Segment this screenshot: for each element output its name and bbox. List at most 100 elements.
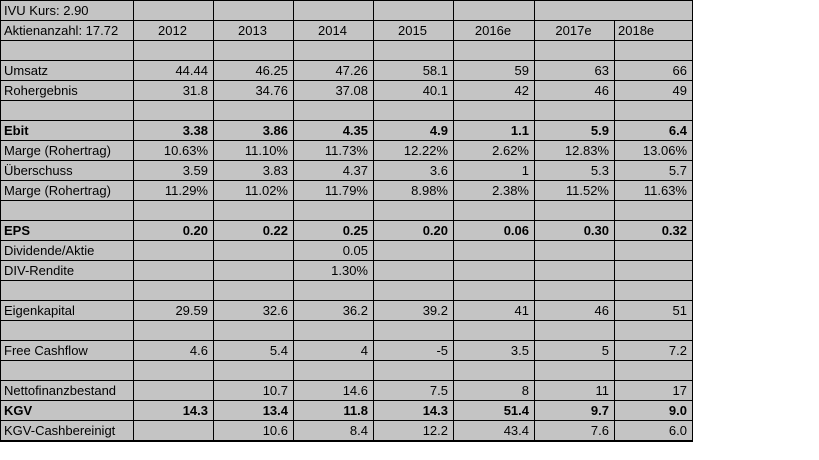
value-cell[interactable]: 31.8: [133, 80, 214, 101]
value-cell[interactable]: [133, 240, 214, 261]
value-cell[interactable]: 14.6: [293, 380, 374, 401]
value-cell[interactable]: 51: [614, 300, 693, 321]
value-cell[interactable]: [453, 280, 535, 301]
value-cell[interactable]: 4.37: [293, 160, 374, 181]
value-cell[interactable]: [213, 240, 294, 261]
value-cell[interactable]: 49: [614, 80, 693, 101]
value-cell[interactable]: [453, 100, 535, 121]
value-cell[interactable]: [133, 100, 214, 121]
column-header-2017e[interactable]: 2017e: [534, 20, 615, 41]
row-label-cell[interactable]: Marge (Rohertrag): [0, 180, 134, 201]
row-label-cell[interactable]: Nettofinanzbestand: [0, 380, 134, 401]
value-cell[interactable]: 11.29%: [133, 180, 214, 201]
row-label-cell[interactable]: Free Cashflow: [0, 340, 134, 361]
value-cell[interactable]: [213, 360, 294, 381]
value-cell[interactable]: 14.3: [373, 400, 454, 421]
value-cell[interactable]: 7.6: [534, 420, 615, 442]
value-cell[interactable]: 2.62%: [453, 140, 535, 161]
value-cell[interactable]: 3.6: [373, 160, 454, 181]
value-cell[interactable]: 1.30%: [293, 260, 374, 281]
value-cell[interactable]: [614, 240, 693, 261]
row-label-cell[interactable]: KGV-Cashbereinigt: [0, 420, 134, 442]
column-header-2015[interactable]: 2015: [373, 20, 454, 41]
row-label-cell[interactable]: [0, 360, 134, 381]
value-cell[interactable]: 10.6: [213, 420, 294, 442]
row-label-cell[interactable]: Umsatz: [0, 60, 134, 81]
column-header-2013[interactable]: 2013: [213, 20, 294, 41]
value-cell[interactable]: 11: [534, 380, 615, 401]
cell-ivu-kurs[interactable]: IVU Kurs: 2.90: [0, 0, 134, 21]
row-label-cell[interactable]: EPS: [0, 220, 134, 241]
cell-empty-merged[interactable]: [534, 0, 693, 21]
value-cell[interactable]: 3.83: [213, 160, 294, 181]
cell-empty[interactable]: [213, 0, 294, 21]
value-cell[interactable]: 4: [293, 340, 374, 361]
value-cell[interactable]: [293, 200, 374, 221]
value-cell[interactable]: 4.9: [373, 120, 454, 141]
value-cell[interactable]: [453, 40, 535, 61]
value-cell[interactable]: 4.35: [293, 120, 374, 141]
value-cell[interactable]: [133, 420, 214, 442]
value-cell[interactable]: 13.4: [213, 400, 294, 421]
value-cell[interactable]: 7.5: [373, 380, 454, 401]
column-header-2016e[interactable]: 2016e: [453, 20, 535, 41]
value-cell[interactable]: [293, 280, 374, 301]
value-cell[interactable]: 0.30: [534, 220, 615, 241]
value-cell[interactable]: [534, 260, 615, 281]
value-cell[interactable]: [614, 100, 693, 121]
value-cell[interactable]: [213, 280, 294, 301]
value-cell[interactable]: 11.10%: [213, 140, 294, 161]
value-cell[interactable]: 8: [453, 380, 535, 401]
column-header-2018e[interactable]: 2018e: [614, 20, 693, 41]
value-cell[interactable]: 0.32: [614, 220, 693, 241]
value-cell[interactable]: [534, 360, 615, 381]
row-label-cell[interactable]: [0, 40, 134, 61]
value-cell[interactable]: 6.4: [614, 120, 693, 141]
value-cell[interactable]: 5.4: [213, 340, 294, 361]
value-cell[interactable]: 46: [534, 80, 615, 101]
row-label-cell[interactable]: [0, 100, 134, 121]
value-cell[interactable]: 44.44: [133, 60, 214, 81]
value-cell[interactable]: 29.59: [133, 300, 214, 321]
value-cell[interactable]: 4.6: [133, 340, 214, 361]
value-cell[interactable]: [453, 320, 535, 341]
value-cell[interactable]: 0.20: [133, 220, 214, 241]
value-cell[interactable]: [213, 320, 294, 341]
value-cell[interactable]: [213, 200, 294, 221]
value-cell[interactable]: [373, 360, 454, 381]
value-cell[interactable]: [614, 280, 693, 301]
value-cell[interactable]: [133, 320, 214, 341]
value-cell[interactable]: 10.63%: [133, 140, 214, 161]
value-cell[interactable]: 36.2: [293, 300, 374, 321]
value-cell[interactable]: [213, 100, 294, 121]
value-cell[interactable]: -5: [373, 340, 454, 361]
value-cell[interactable]: 0.05: [293, 240, 374, 261]
value-cell[interactable]: 3.38: [133, 120, 214, 141]
value-cell[interactable]: [534, 200, 615, 221]
value-cell[interactable]: 39.2: [373, 300, 454, 321]
value-cell[interactable]: 8.98%: [373, 180, 454, 201]
row-label-cell[interactable]: Dividende/Aktie: [0, 240, 134, 261]
value-cell[interactable]: [373, 200, 454, 221]
value-cell[interactable]: 12.2: [373, 420, 454, 442]
value-cell[interactable]: [293, 100, 374, 121]
value-cell[interactable]: 42: [453, 80, 535, 101]
value-cell[interactable]: [373, 240, 454, 261]
value-cell[interactable]: 46: [534, 300, 615, 321]
value-cell[interactable]: 0.20: [373, 220, 454, 241]
value-cell[interactable]: [614, 260, 693, 281]
value-cell[interactable]: 3.59: [133, 160, 214, 181]
cell-empty[interactable]: [133, 0, 214, 21]
value-cell[interactable]: [534, 40, 615, 61]
value-cell[interactable]: [534, 240, 615, 261]
value-cell[interactable]: [293, 320, 374, 341]
value-cell[interactable]: 7.2: [614, 340, 693, 361]
value-cell[interactable]: [453, 360, 535, 381]
row-label-cell[interactable]: [0, 320, 134, 341]
cell-empty[interactable]: [293, 0, 374, 21]
value-cell[interactable]: 13.06%: [614, 140, 693, 161]
value-cell[interactable]: 46.25: [213, 60, 294, 81]
value-cell[interactable]: 51.4: [453, 400, 535, 421]
value-cell[interactable]: 1: [453, 160, 535, 181]
value-cell[interactable]: 12.83%: [534, 140, 615, 161]
